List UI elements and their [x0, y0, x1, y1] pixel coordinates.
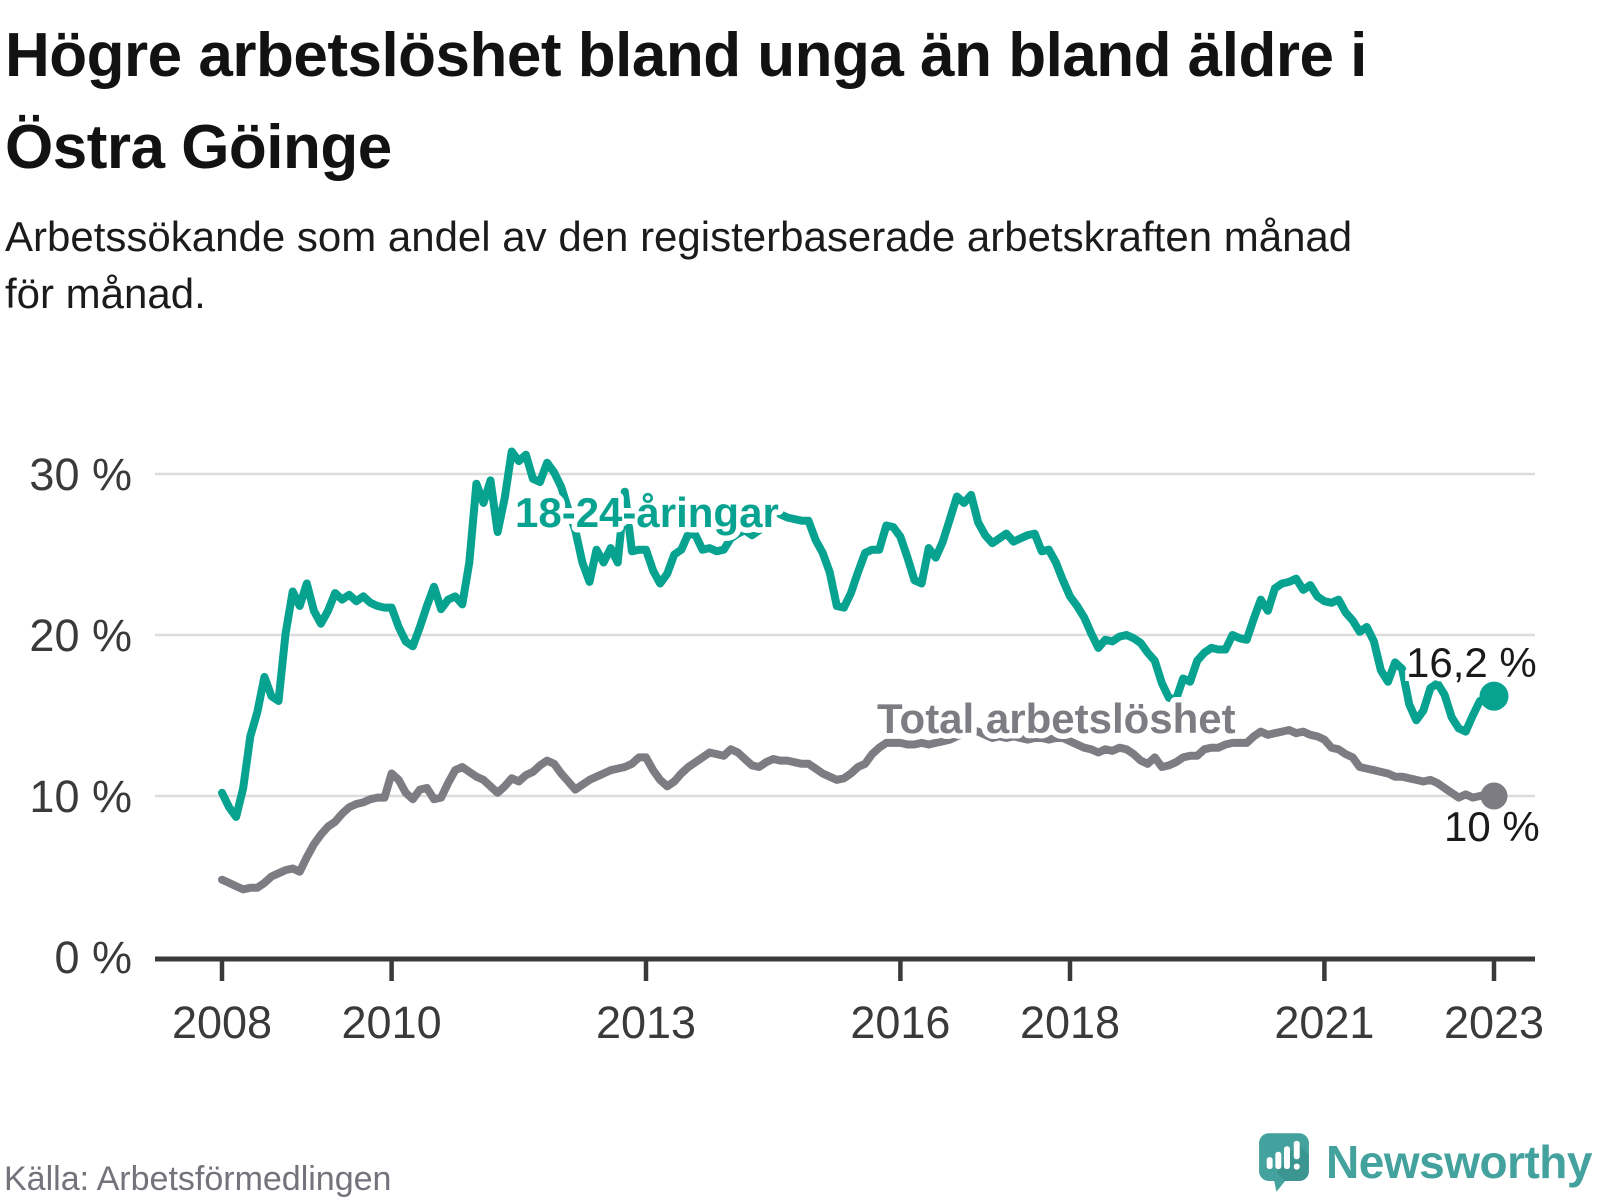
chart-subtitle-line1: Arbetssökande som andel av den registerb… — [5, 213, 1353, 260]
chart-title-line1: Högre arbetslöshet bland unga än bland ä… — [5, 21, 1367, 90]
x-tick-label-2018: 2018 — [1020, 997, 1120, 1048]
chart-title-line2: Östra Göinge — [5, 113, 392, 182]
y-tick-label-20: 20 % — [29, 610, 132, 661]
source-note: Källa: Arbetsförmedlingen — [4, 1160, 392, 1198]
chart-subtitle-line2: för månad. — [5, 270, 206, 317]
x-tick-label-2010: 2010 — [342, 997, 442, 1048]
newsworthy-logo-icon — [1259, 1133, 1309, 1192]
end-label-total: 10 % — [1444, 803, 1540, 850]
newsworthy-brand: Newsworthy — [1258, 1132, 1592, 1192]
newsworthy-brand-name: Newsworthy — [1326, 1136, 1592, 1188]
x-tick-label-2021: 2021 — [1274, 997, 1374, 1048]
y-tick-label-10: 10 % — [29, 771, 132, 822]
series-line-1 — [218, 726, 1498, 894]
series-label-1: Total arbetslöshet — [877, 695, 1236, 742]
x-tick-label-2023: 2023 — [1444, 997, 1544, 1048]
y-tick-label-30: 30 % — [29, 449, 132, 500]
chart-subtitle: Arbetssökande som andel av den registerb… — [5, 208, 1575, 322]
x-tick-label-2008: 2008 — [172, 997, 272, 1048]
chart-title: Högre arbetslöshet bland unga än bland ä… — [5, 10, 1575, 194]
series-label-0: 18-24-åringar — [515, 489, 779, 536]
series-end-dot-1 — [1480, 782, 1508, 810]
series-line-0 — [218, 447, 1498, 821]
end-label-youth: 16,2 % — [1406, 639, 1537, 686]
series-end-dot-0 — [1479, 681, 1509, 711]
y-tick-label-0: 0 % — [54, 932, 132, 983]
x-tick-label-2016: 2016 — [850, 997, 950, 1048]
x-tick-label-2013: 2013 — [596, 997, 696, 1048]
